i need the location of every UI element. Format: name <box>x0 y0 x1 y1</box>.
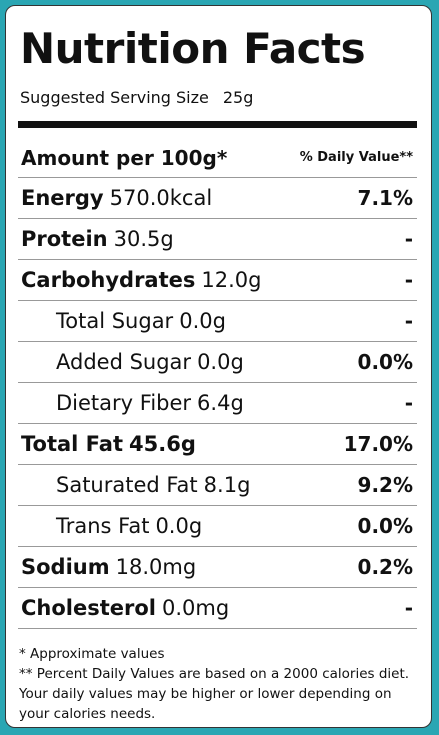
nutrient-row: Total Fat 45.6g 17.0% <box>18 424 417 465</box>
serving-label: Suggested Serving Size <box>20 88 209 107</box>
dv-header: % Daily Value** <box>299 150 413 165</box>
nutrient-amount: 12.0g <box>201 268 262 292</box>
nutrient: Added Sugar 0.0g <box>56 350 244 374</box>
daily-value: - <box>404 268 413 292</box>
footnotes: * Approximate values ** Percent Daily Va… <box>19 644 421 724</box>
nutrient-label: Sodium <box>21 555 110 579</box>
nutrient-row: Saturated Fat 8.1g 9.2% <box>18 465 417 506</box>
nutrient: Sodium 18.0mg <box>21 555 196 579</box>
nutrient-label: Trans Fat <box>56 514 150 538</box>
nutrition-label: Nutrition Facts Suggested Serving Size 25… <box>5 5 432 728</box>
nutrient-label: Added Sugar <box>56 350 192 374</box>
title: Nutrition Facts <box>20 24 366 73</box>
nutrient-row: Sodium 18.0mg 0.2% <box>18 547 417 588</box>
nutrient: Cholesterol 0.0mg <box>21 596 229 620</box>
nutrient-amount: 570.0kcal <box>109 186 213 210</box>
nutrient: Protein 30.5g <box>21 227 174 251</box>
nutrient-label: Carbohydrates <box>21 268 196 292</box>
table-header: Amount per 100g* % Daily Value** <box>18 138 417 178</box>
daily-value: - <box>404 227 413 251</box>
nutrient-label: Total Fat <box>21 432 124 456</box>
nutrient: Total Sugar 0.0g <box>56 309 226 333</box>
nutrient: Trans Fat 0.0g <box>56 514 202 538</box>
footnote: ** Percent Daily Values are based on a 2… <box>19 666 410 722</box>
nutrient-amount: 6.4g <box>197 391 244 415</box>
nutrient-row: Total Sugar 0.0g - <box>18 301 417 342</box>
nutrient: Energy 570.0kcal <box>21 186 212 210</box>
daily-value: - <box>404 309 413 333</box>
daily-value: 17.0% <box>343 432 413 456</box>
nutrient-amount: 30.5g <box>113 227 174 251</box>
nutrient-amount: 18.0mg <box>115 555 197 579</box>
nutrient-label: Saturated Fat <box>56 473 198 497</box>
nutrient-label: Energy <box>21 186 104 210</box>
daily-value: - <box>404 596 413 620</box>
daily-value: - <box>404 391 413 415</box>
divider-bar <box>18 121 417 128</box>
serving: Suggested Serving Size 25g <box>20 88 253 107</box>
nutrient-row: Dietary Fiber 6.4g - <box>18 383 417 424</box>
nutrient-label: Total Sugar <box>56 309 174 333</box>
daily-value: 7.1% <box>357 186 413 210</box>
nutrient-label: Protein <box>21 227 108 251</box>
nutrient: Saturated Fat 8.1g <box>56 473 250 497</box>
nutrient-label: Dietary Fiber <box>56 391 192 415</box>
nutrient-row: Trans Fat 0.0g 0.0% <box>18 506 417 547</box>
daily-value: 9.2% <box>357 473 413 497</box>
nutrient-row: Added Sugar 0.0g 0.0% <box>18 342 417 383</box>
nutrient-amount: 0.0g <box>155 514 203 538</box>
nutrient-row: Cholesterol 0.0mg - <box>18 588 417 629</box>
daily-value: 0.0% <box>357 350 413 374</box>
nutrient-amount: 0.0mg <box>162 596 230 620</box>
footnote: * Approximate values <box>19 646 165 662</box>
nutrient: Carbohydrates 12.0g <box>21 268 261 292</box>
nutrient-amount: 45.6g <box>129 432 196 456</box>
nutrient-amount: 8.1g <box>203 473 251 497</box>
nutrient-row: Protein 30.5g - <box>18 219 417 260</box>
nutrient-row: Energy 570.0kcal 7.1% <box>18 178 417 219</box>
serving-size: 25g <box>222 88 254 107</box>
nutrient-amount: 0.0g <box>197 350 244 374</box>
nutrient: Total Fat 45.6g <box>21 432 196 456</box>
nutrient-row: Carbohydrates 12.0g - <box>18 260 417 301</box>
daily-value: 0.0% <box>357 514 413 538</box>
nutrient-amount: 0.0g <box>179 309 226 333</box>
nutrient: Dietary Fiber 6.4g <box>56 391 244 415</box>
nutrient-label: Cholesterol <box>21 596 156 620</box>
nutrient-table: Amount per 100g* % Daily Value** Energy 57… <box>18 138 417 629</box>
amount-header: Amount per 100g* <box>21 145 228 170</box>
daily-value: 0.2% <box>357 555 413 579</box>
